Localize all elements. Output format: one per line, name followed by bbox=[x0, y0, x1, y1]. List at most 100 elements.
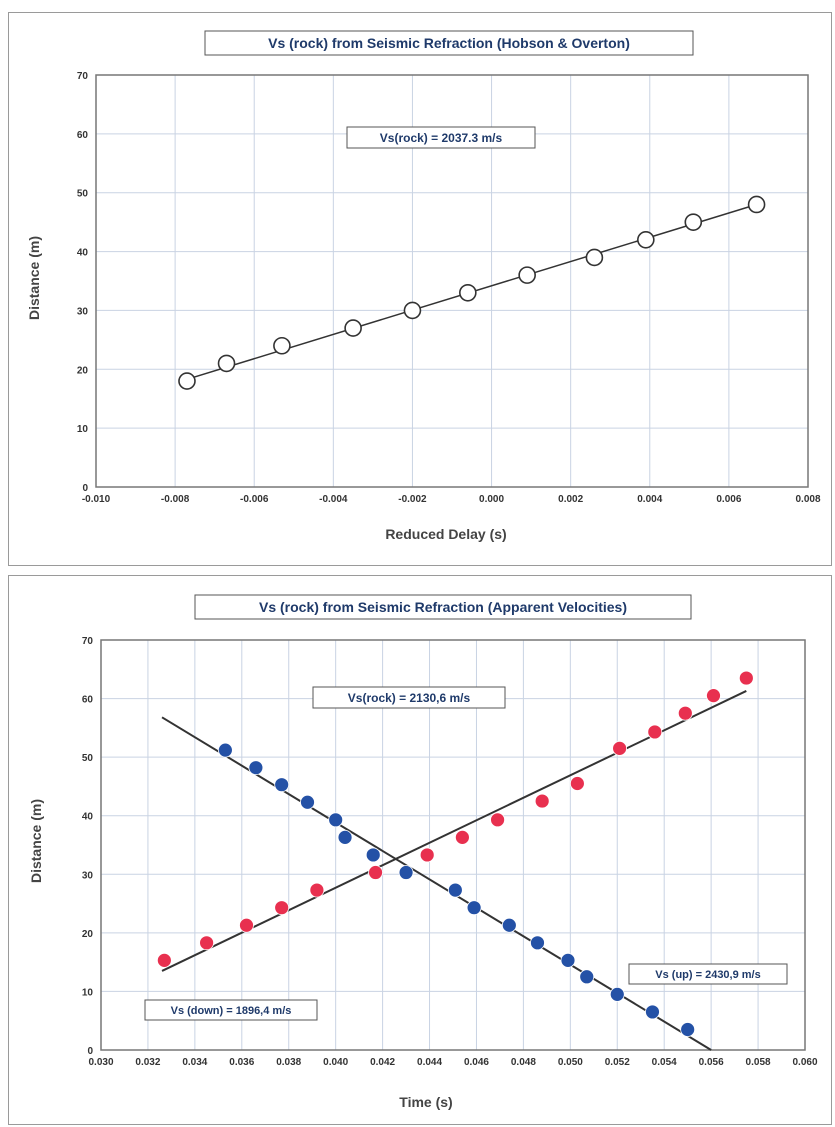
y-tick-label: 0 bbox=[87, 1046, 93, 1057]
data-point bbox=[217, 354, 236, 373]
x-tick-label: 0.058 bbox=[746, 1057, 771, 1068]
data-point bbox=[300, 794, 315, 810]
x-tick-label: 0.060 bbox=[792, 1057, 817, 1068]
data-point bbox=[459, 283, 477, 302]
data-point bbox=[677, 705, 693, 721]
y-axis-label: Distance (m) bbox=[26, 236, 42, 320]
data-point bbox=[501, 917, 517, 933]
x-axis-label: Reduced Delay (s) bbox=[385, 526, 506, 542]
x-tick-label: 0.004 bbox=[637, 494, 662, 505]
fit-line-up bbox=[161, 690, 747, 972]
chart-hobson-overton: -0.010 -0.008 -0.006 -0.004 -0.002 0.000 0.002… bbox=[26, 30, 821, 542]
y-tick-label: 70 bbox=[77, 71, 89, 82]
data-point bbox=[178, 372, 196, 390]
y-tick-label: 50 bbox=[82, 753, 94, 764]
x-tick-label: 0.032 bbox=[135, 1057, 160, 1068]
data-point bbox=[454, 829, 470, 845]
data-point bbox=[534, 793, 550, 809]
data-point bbox=[248, 760, 264, 776]
x-tick-label: 0.046 bbox=[464, 1057, 489, 1068]
data-point bbox=[706, 688, 721, 704]
data-point bbox=[199, 935, 215, 951]
chart-panel-apparent-velocities: 0.030 0.032 0.034 0.036 0.038 0.040 0.042 0.044… bbox=[8, 575, 832, 1125]
x-tick-label: 0.056 bbox=[699, 1057, 724, 1068]
plot-area bbox=[100, 639, 806, 1051]
y-tick-label: 30 bbox=[82, 870, 94, 881]
data-point bbox=[680, 1022, 696, 1037]
data-point bbox=[518, 266, 536, 284]
y-axis-label: Distance (m) bbox=[28, 799, 44, 883]
y-tick-label: 40 bbox=[82, 812, 94, 823]
title-box bbox=[194, 594, 692, 620]
data-points bbox=[178, 195, 766, 390]
y-tick-label: 30 bbox=[77, 306, 89, 317]
y-tick-label: 50 bbox=[77, 189, 89, 200]
data-point bbox=[273, 336, 291, 355]
annotation-box bbox=[346, 126, 536, 149]
x-tick-label: 0.000 bbox=[479, 494, 504, 505]
y-tick-label: 10 bbox=[82, 987, 94, 998]
data-point bbox=[398, 865, 414, 880]
data-point bbox=[309, 882, 325, 898]
data-point bbox=[637, 231, 655, 249]
x-tick-label: -0.008 bbox=[161, 494, 190, 505]
annotation-box bbox=[312, 686, 506, 709]
data-point bbox=[645, 1004, 660, 1020]
data-point bbox=[447, 882, 463, 898]
x-tick-label: -0.004 bbox=[319, 494, 348, 505]
x-tick-label: 0.008 bbox=[795, 494, 820, 505]
x-tick-label: 0.036 bbox=[229, 1057, 254, 1068]
data-point bbox=[368, 865, 383, 880]
y-tick-label: 0 bbox=[82, 483, 88, 494]
chart-title: Vs (rock) from Seismic Refraction (Appar… bbox=[259, 599, 627, 615]
x-tick-label: 0.044 bbox=[417, 1057, 442, 1068]
annotation-vs-rock: Vs(rock) = 2037.3 m/s bbox=[380, 131, 503, 145]
y-tick-label: 20 bbox=[77, 365, 89, 376]
data-point bbox=[419, 847, 435, 863]
x-tick-label: -0.006 bbox=[240, 494, 269, 505]
x-tick-label: 0.052 bbox=[605, 1057, 630, 1068]
x-tick-label: 0.048 bbox=[511, 1057, 536, 1068]
data-point bbox=[156, 952, 172, 968]
y-tick-label: 60 bbox=[77, 130, 89, 141]
data-point bbox=[239, 917, 254, 933]
data-point bbox=[647, 724, 663, 740]
chart-apparent-velocities: 0.030 0.032 0.034 0.036 0.038 0.040 0.042 0.044… bbox=[28, 594, 818, 1110]
y-tick-label: 10 bbox=[77, 424, 89, 435]
x-axis-label: Time (s) bbox=[399, 1094, 452, 1110]
data-point bbox=[585, 248, 604, 267]
y-tick-label: 70 bbox=[82, 636, 94, 647]
data-point bbox=[217, 742, 233, 758]
data-point bbox=[738, 670, 754, 686]
x-tick-label: -0.002 bbox=[398, 494, 427, 505]
data-point bbox=[274, 777, 290, 793]
x-tick-label: 0.040 bbox=[323, 1057, 348, 1068]
annotation-vs-down: Vs (down) = 1896,4 m/s bbox=[171, 1005, 292, 1017]
annotation-box bbox=[628, 963, 788, 985]
data-points bbox=[156, 670, 754, 1037]
title-box bbox=[204, 30, 694, 56]
tick-labels: -0.010 -0.008 -0.006 -0.004 -0.002 0.000 0.002… bbox=[77, 71, 821, 505]
data-point bbox=[530, 935, 545, 951]
x-tick-label: 0.034 bbox=[182, 1057, 207, 1068]
data-point bbox=[337, 829, 353, 845]
y-tick-label: 60 bbox=[82, 695, 94, 706]
x-tick-label: 0.042 bbox=[370, 1057, 395, 1068]
data-point bbox=[612, 740, 628, 756]
data-point bbox=[274, 900, 290, 916]
x-tick-label: 0.038 bbox=[276, 1057, 301, 1068]
data-point bbox=[328, 812, 344, 828]
chart-title: Vs (rock) from Seismic Refraction (Hobso… bbox=[268, 35, 630, 51]
data-point bbox=[569, 776, 585, 791]
data-point bbox=[490, 812, 505, 828]
y-tick-label: 40 bbox=[77, 248, 89, 259]
data-point bbox=[403, 301, 422, 320]
chart-panel-hobson-overton: -0.010 -0.008 -0.006 -0.004 -0.002 0.000 0.002… bbox=[8, 12, 832, 566]
data-point bbox=[466, 900, 482, 916]
data-point bbox=[365, 847, 381, 863]
x-tick-label: -0.010 bbox=[82, 494, 111, 505]
x-tick-label: 0.006 bbox=[716, 494, 741, 505]
x-tick-label: 0.030 bbox=[88, 1057, 113, 1068]
x-tick-label: 0.050 bbox=[558, 1057, 583, 1068]
annotation-box bbox=[144, 999, 318, 1021]
